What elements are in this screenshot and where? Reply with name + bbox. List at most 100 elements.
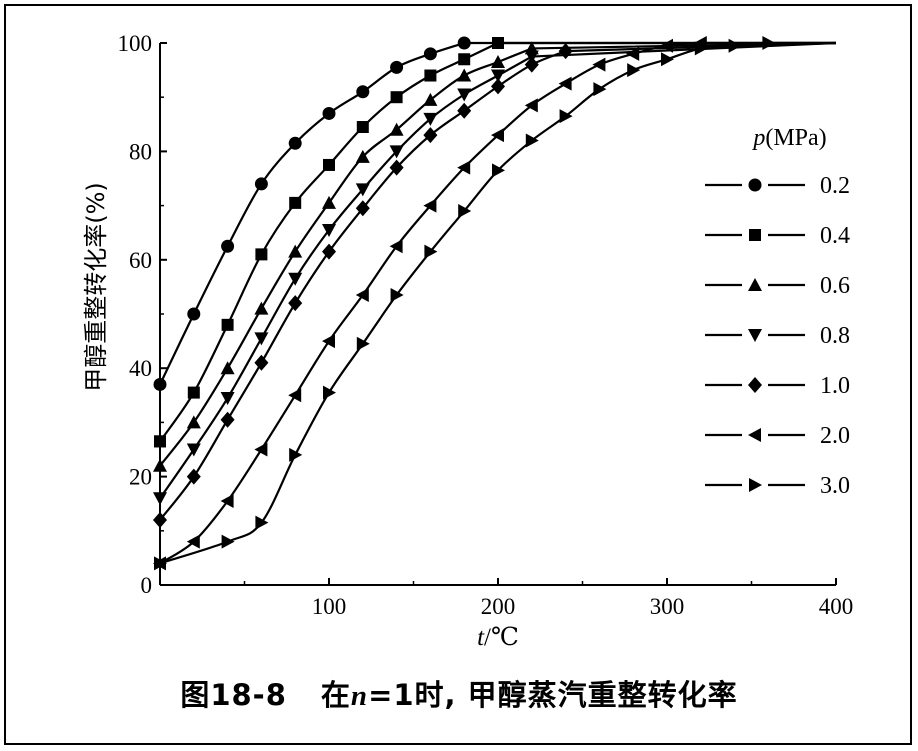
data-point (186, 534, 200, 549)
data-point (255, 515, 269, 530)
data-point (627, 63, 641, 78)
data-point (457, 160, 471, 175)
figure-number: 图18-8 (180, 678, 287, 712)
legend-label: 0.6 (820, 273, 850, 299)
data-point (322, 243, 336, 260)
data-point (322, 195, 336, 209)
data-point (748, 329, 762, 342)
data-point (153, 377, 167, 391)
data-point (254, 332, 269, 346)
data-point (323, 158, 335, 171)
data-point (186, 468, 201, 485)
figure-caption: 图18-8 在n=1时, 甲醇蒸汽重整转化率 (0, 672, 918, 714)
data-point (187, 386, 200, 399)
data-point (389, 122, 404, 136)
data-point (423, 47, 437, 61)
data-point (355, 200, 370, 217)
data-point (254, 442, 268, 457)
x-axis-label: t/℃ (477, 624, 519, 651)
data-point (390, 288, 404, 303)
data-point (762, 36, 776, 50)
series-line (159, 41, 837, 499)
data-point (186, 443, 201, 457)
data-point (153, 492, 167, 506)
data-point (390, 60, 404, 74)
data-point (356, 336, 370, 351)
legend-label: 0.8 (820, 323, 850, 349)
data-point (749, 478, 762, 492)
legend-label: 2.0 (820, 423, 850, 449)
data-point (457, 36, 471, 50)
chart-svg: 0 20 40 60 80 100 100 200 300 400 t/℃ 甲醇重整转化率(%) p(M… (82, 31, 854, 651)
data-point (748, 278, 762, 291)
x-tick-label: 100 (312, 594, 347, 619)
data-point (221, 239, 235, 253)
data-point (221, 534, 235, 549)
caption-text: =1时, 甲醇蒸汽重整转化率 (368, 678, 738, 712)
data-point (558, 76, 572, 91)
data-point (491, 78, 505, 95)
data-point (153, 511, 167, 528)
legend-label: 1.0 (820, 373, 850, 399)
legend-label: 0.2 (820, 173, 850, 199)
data-point (254, 301, 269, 315)
data-point (458, 204, 472, 219)
data-point (524, 56, 539, 73)
data-point (288, 136, 302, 150)
data-point (255, 248, 268, 261)
data-point (423, 127, 438, 144)
series-0.2 (153, 36, 836, 391)
data-point (220, 392, 235, 406)
data-point (355, 149, 370, 163)
data-point (355, 183, 370, 197)
data-point (220, 493, 234, 508)
data-point (154, 556, 167, 571)
data-point (390, 91, 403, 104)
data-point (458, 53, 471, 66)
data-point (186, 415, 201, 429)
data-point (457, 102, 472, 119)
data-point (322, 106, 336, 120)
caption-prefix: 在 (320, 678, 351, 712)
series-0.6 (153, 41, 837, 472)
data-point (748, 428, 761, 442)
data-point (322, 334, 335, 349)
y-tick-label: 0 (141, 573, 153, 598)
x-tick-label: 400 (819, 594, 854, 619)
y-tick-label: 60 (129, 248, 152, 273)
data-point (423, 92, 438, 106)
y-tick-label: 20 (129, 465, 152, 490)
data-point (423, 112, 438, 126)
y-axis-label: 甲醇重整转化率(%) (82, 182, 110, 392)
legend-item: 0.4 (705, 223, 850, 249)
data-point (288, 244, 303, 258)
data-point (492, 163, 505, 178)
data-point (748, 377, 762, 393)
legend-title-var: p (751, 125, 765, 151)
data-point (524, 98, 538, 113)
legend: p(MPa) 0.2 0.4 0.6 0.8 1.0 2.0 3.0 (705, 125, 850, 499)
data-point (592, 57, 606, 72)
legend-title-unit: (MPa) (765, 125, 826, 151)
series-3.0 (154, 36, 836, 571)
data-point (558, 43, 573, 60)
series-1.0 (153, 41, 837, 528)
data-point (356, 121, 369, 134)
data-point (288, 295, 303, 312)
data-point (322, 223, 336, 237)
data-point (289, 447, 303, 462)
data-point (389, 145, 404, 159)
data-point (355, 288, 369, 303)
data-point (626, 46, 640, 61)
data-point (154, 435, 166, 448)
data-point (221, 318, 234, 331)
data-point (457, 68, 472, 82)
data-point (491, 128, 504, 143)
data-point (525, 133, 539, 148)
x-axis-label-unit: /℃ (484, 624, 519, 651)
x-tick-label: 300 (650, 594, 685, 619)
data-point (749, 229, 761, 241)
data-point (593, 82, 607, 97)
data-point (254, 177, 268, 191)
legend-item: 2.0 (705, 423, 850, 449)
